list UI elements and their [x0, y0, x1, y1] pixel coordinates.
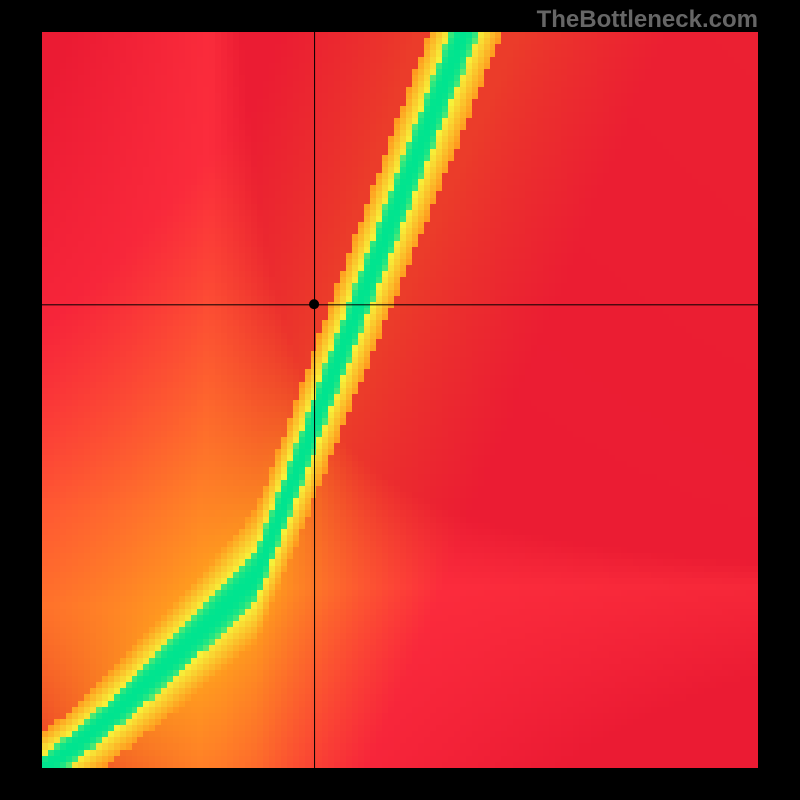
bottleneck-heatmap	[42, 32, 758, 768]
chart-container: TheBottleneck.com	[0, 0, 800, 800]
watermark-text: TheBottleneck.com	[537, 6, 758, 34]
